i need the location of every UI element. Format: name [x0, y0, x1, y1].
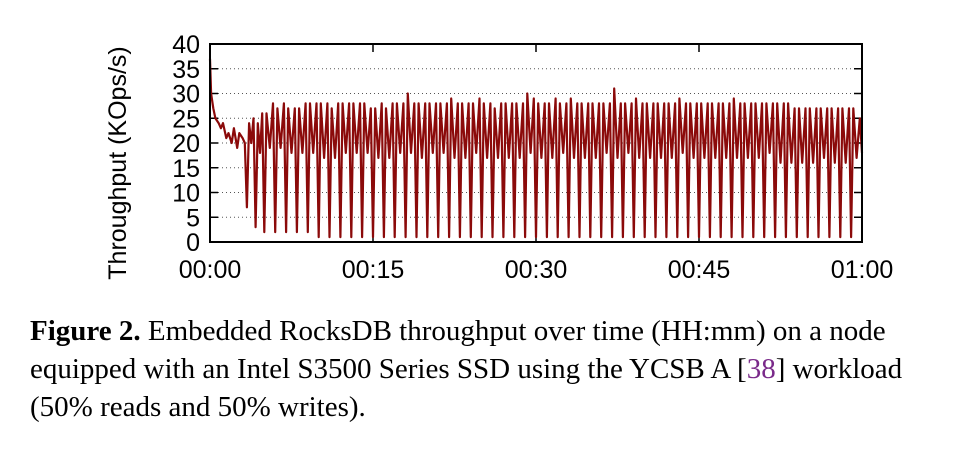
figure-caption: Figure 2. Embedded RocksDB throughput ov…: [30, 312, 950, 426]
y-tick-label: 15: [172, 155, 200, 183]
y-tick-label: 20: [172, 130, 200, 158]
y-tick-label: 5: [186, 204, 200, 232]
plot-frame: [209, 43, 863, 243]
x-tick-label: 00:00: [179, 256, 242, 284]
y-axis-title: Throughput (KOps/s): [104, 46, 132, 279]
caption-text: Embedded RocksDB throughput over time (H…: [30, 315, 886, 385]
throughput-series-line: [208, 58, 864, 239]
y-tick-label: 35: [172, 56, 200, 84]
y-tick-label: 40: [172, 31, 200, 59]
x-tick-label: 00:15: [342, 256, 405, 284]
y-tick-label: 30: [172, 81, 200, 109]
y-tick-label: 0: [186, 229, 200, 257]
caption-label: Figure 2.: [30, 315, 141, 347]
caption-citation-link[interactable]: 38: [746, 353, 776, 385]
y-tick-label: 25: [172, 105, 200, 133]
caption-text-end: ] workload (50% reads and 50% writes).: [30, 353, 903, 423]
x-axis-ticks: 00:00 00:15 00:30 00:45 01:00: [179, 44, 894, 284]
x-tick-label: 01:00: [831, 256, 894, 284]
y-tick-label: 10: [172, 180, 200, 208]
x-tick-label: 00:30: [505, 256, 568, 284]
x-tick-label: 00:45: [668, 256, 731, 284]
